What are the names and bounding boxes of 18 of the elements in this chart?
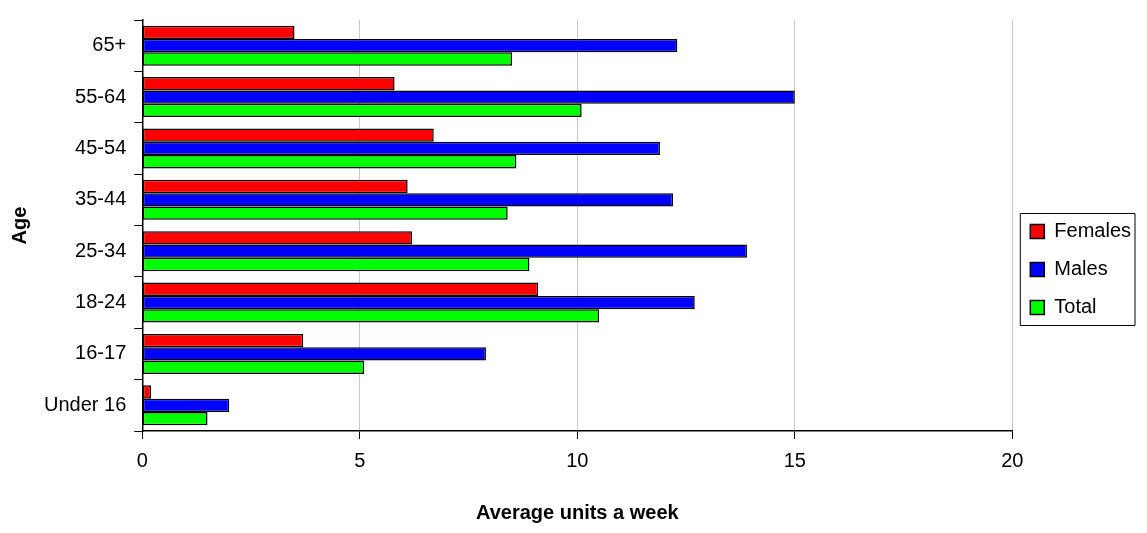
x-tick-label: 0: [136, 448, 148, 471]
y-tick-label: 25-34: [75, 238, 127, 261]
y-axis-title: Age: [7, 206, 30, 245]
y-tick-label: 18-24: [75, 290, 127, 313]
y-tick-label: 16-17: [75, 341, 127, 364]
legend-label: Total: [1054, 295, 1097, 318]
x-tick-label: 5: [354, 448, 366, 471]
y-tick-label: 35-44: [75, 187, 127, 210]
y-tick-label: 45-54: [75, 135, 127, 158]
legend-label: Males: [1054, 257, 1108, 280]
legend-label: Females: [1054, 219, 1132, 242]
y-tick-label: 65+: [92, 33, 127, 56]
x-tick-label: 15: [783, 448, 806, 471]
x-tick-label: 10: [566, 448, 589, 471]
x-tick-label: 20: [1001, 448, 1024, 471]
y-tick-label: Under 16: [43, 392, 127, 415]
y-tick-label: 55-64: [75, 84, 127, 107]
x-axis-title: Average units a week: [475, 500, 680, 523]
